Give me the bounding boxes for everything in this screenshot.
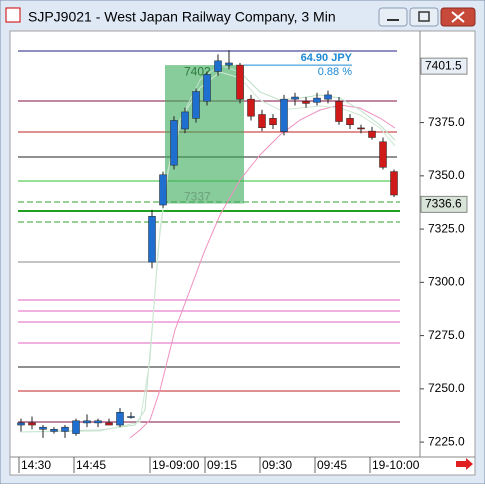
candle-body [94, 420, 102, 424]
y-tick-label: 7250.0 [428, 381, 465, 395]
candle-body [17, 422, 25, 426]
candle-body [269, 118, 277, 125]
candle-body [335, 101, 343, 122]
candle-body [346, 118, 354, 125]
candle-body [225, 62, 233, 66]
box-low-label: 7337 [184, 190, 211, 204]
candle-body [390, 171, 398, 196]
price-label: 7336.6 [425, 197, 462, 211]
candle-body [324, 94, 332, 100]
scroll-arrow[interactable] [456, 458, 473, 470]
candle-body [181, 111, 189, 130]
candle-body [28, 422, 36, 426]
price-label: 7401.5 [425, 58, 462, 72]
candle-body [247, 98, 255, 117]
candle-body [83, 420, 91, 424]
app-icon [5, 7, 21, 23]
y-tick-label: 7375.0 [428, 115, 465, 129]
x-tick-label: 19-09:00 [152, 458, 200, 472]
candle-body [368, 130, 376, 138]
candle-body [313, 97, 321, 103]
y-tick-label: 7325.0 [428, 221, 465, 235]
candle-body [127, 416, 135, 418]
y-tick-label: 7275.0 [428, 328, 465, 342]
candle-body [214, 60, 222, 72]
candle-body [280, 98, 288, 132]
candle-body [159, 174, 167, 206]
minimize-button[interactable] [378, 7, 408, 27]
window-title: SJPJ9021 - West Japan Railway Company, 3… [28, 9, 336, 25]
candle-body [170, 120, 178, 166]
candle-body [291, 96, 299, 100]
change-label: 64.90 JPY [301, 52, 353, 64]
candle-body [302, 101, 310, 104]
candle-body [39, 426, 47, 430]
candle-body [61, 426, 69, 432]
candle-body [258, 114, 266, 128]
x-tick-label: 14:30 [21, 458, 51, 472]
x-tick-label: 19-10:00 [372, 458, 420, 472]
percent-label: 0.88 % [318, 66, 352, 78]
maximize-button[interactable] [409, 7, 439, 27]
y-tick-label: 7300.0 [428, 275, 465, 289]
candle-body [148, 216, 156, 263]
x-tick-label: 09:45 [317, 458, 347, 472]
price-label-box [420, 195, 468, 213]
candle-body [203, 74, 211, 102]
candle-body [192, 91, 200, 119]
candle-body [236, 64, 244, 100]
price-label-box [420, 57, 468, 75]
candle-body [72, 420, 80, 434]
y-tick-label: 7350.0 [428, 168, 465, 182]
x-tick-label: 14:45 [76, 458, 106, 472]
candle-body [105, 422, 113, 426]
candle-body [116, 412, 124, 426]
candle-body [379, 141, 387, 168]
y-tick-label: 7225.0 [428, 434, 465, 448]
x-tick-label: 09:15 [207, 458, 237, 472]
x-tick-label: 09:30 [262, 458, 292, 472]
candle-body [50, 429, 58, 432]
candle-body [357, 127, 365, 130]
